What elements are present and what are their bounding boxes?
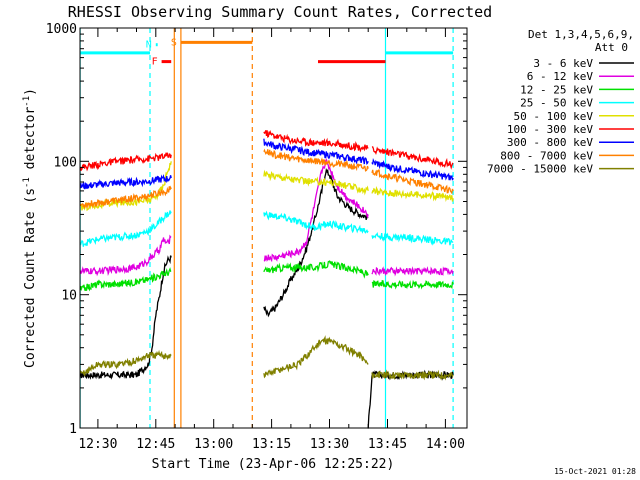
- series-800-7000-kev-segment-1: [263, 148, 369, 172]
- x-axis-label: Start Time (23-Apr-06 12:25:22): [152, 457, 395, 472]
- series-300-800-kev-segment-2: [371, 157, 454, 181]
- series-3-6-kev-segment-1: [263, 167, 369, 318]
- series-12-25-kev-segment-2: [371, 279, 454, 290]
- plot-area: N S F: [79, 28, 454, 429]
- series-7000-15000-kev-segment-2: [371, 369, 454, 381]
- x-tick-label-1230: 12:30: [78, 437, 117, 452]
- state-label-s: S: [171, 37, 177, 48]
- series-100-300-kev-segment-0: [79, 151, 172, 172]
- series-25-50-kev-segment-0: [79, 210, 172, 247]
- x-tick-label-1315: 13:15: [252, 437, 291, 452]
- x-tick-label-1345: 13:45: [368, 437, 407, 452]
- legend-label-3-6-kev: 3 - 6 keV: [533, 57, 593, 70]
- chart-title: RHESSI Observing Summary Count Rates, Co…: [68, 3, 492, 21]
- x-tick-label-1400: 14:00: [426, 437, 465, 452]
- x-tick-label-1245: 12:45: [136, 437, 175, 452]
- legend-label-100-300-kev: 100 - 300 keV: [507, 123, 593, 136]
- series-300-800-kev-segment-0: [79, 173, 172, 190]
- y-tick-label-1000: 1000: [46, 22, 77, 37]
- legend-label-800-7000-kev: 800 - 7000 keV: [500, 149, 593, 162]
- series-800-7000-kev-segment-0: [80, 185, 172, 210]
- footer-timestamp: 15-Oct-2021 01:28: [554, 467, 636, 476]
- series-25-50-kev-segment-1: [263, 210, 369, 234]
- series-12-25-kev-segment-1: [263, 260, 369, 279]
- y-tick-label-1: 1: [69, 422, 77, 437]
- y-axis: 1 10 100 1000: [46, 22, 467, 437]
- x-tick-label-1300: 13:00: [194, 437, 233, 452]
- plot-frame: [79, 27, 468, 429]
- series-50-100-kev-segment-1: [263, 169, 369, 196]
- series-7000-15000-kev-segment-0: [79, 349, 172, 376]
- legend-label-12-25-kev: 12 - 25 keV: [520, 83, 593, 96]
- y-axis-label: Corrected Count Rate (s-1 detector-1): [22, 88, 38, 368]
- series-6-12-kev-segment-0: [79, 234, 172, 277]
- series-3-6-kev-segment-2: [367, 369, 454, 429]
- series-6-12-kev-segment-1: [263, 158, 369, 263]
- y-tick-label-10: 10: [61, 289, 77, 304]
- legend-header-line-2: Att 0: [595, 41, 628, 54]
- legend-header-line-1: Det 1,3,4,5,6,9,: [528, 28, 634, 41]
- state-label-f: F: [152, 57, 158, 68]
- state-label-n: N: [146, 40, 152, 51]
- legend-label-25-50-kev: 25 - 50 keV: [520, 97, 593, 110]
- legend-label-7000-15000-kev: 7000 - 15000 keV: [487, 163, 593, 176]
- series-100-300-kev-segment-2: [371, 146, 454, 170]
- series-300-800-kev-segment-1: [263, 138, 369, 165]
- series-800-7000-kev-segment-2: [371, 169, 454, 195]
- series-50-100-kev-segment-2: [371, 186, 454, 202]
- series-25-50-kev-segment-2: [371, 231, 454, 246]
- legend-label-50-100-kev: 50 - 100 keV: [514, 110, 594, 123]
- series-6-12-kev-segment-2: [371, 266, 454, 277]
- x-axis: 12:30 12:45 13:00 13:15 13:30 13:45 14:00: [78, 28, 465, 452]
- series-12-25-kev-segment-0: [79, 267, 172, 292]
- series-100-300-kev-segment-1: [263, 129, 369, 153]
- legend-label-300-800-kev: 300 - 800 keV: [507, 136, 593, 149]
- series-3-6-kev-segment-0: [79, 255, 172, 380]
- series-7000-15000-kev-segment-1: [263, 335, 369, 379]
- y-tick-label-100: 100: [54, 155, 77, 170]
- legend-label-6-12-kev: 6 - 12 keV: [527, 70, 594, 83]
- x-tick-label-1330: 13:30: [310, 437, 349, 452]
